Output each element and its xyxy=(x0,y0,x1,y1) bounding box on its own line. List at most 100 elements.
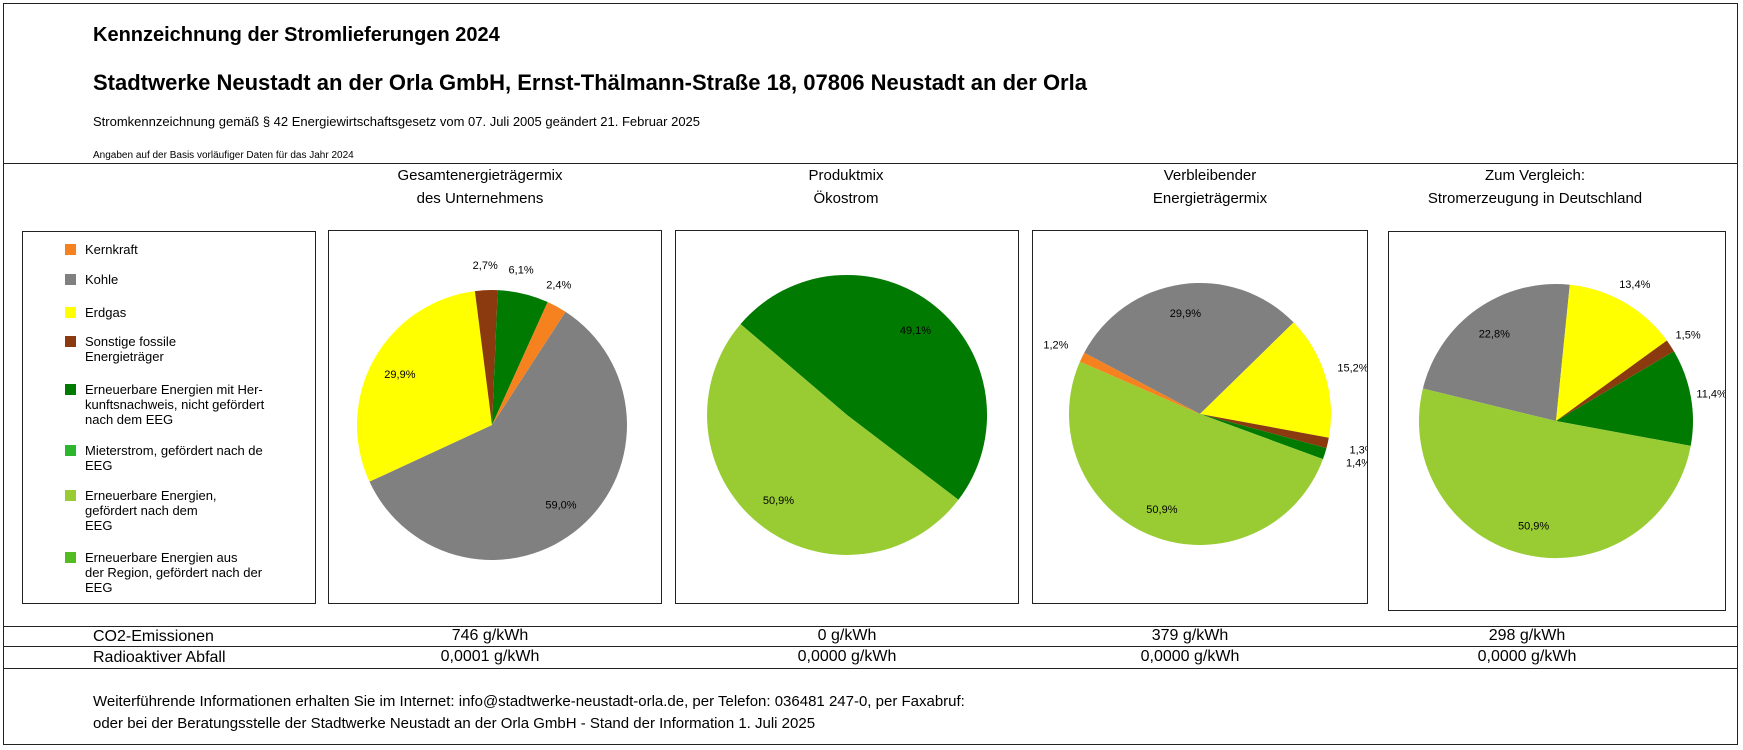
chart-box-product-mix: 49,1% 50,9% xyxy=(675,230,1019,604)
legend-item-erneuerbare-region: Erneuerbare Energien aus der Region, gef… xyxy=(65,550,262,595)
column-title-line2: Energieträgermix xyxy=(1152,190,1268,207)
footer-line2: oder bei der Beratungsstelle der Stadtwe… xyxy=(93,715,816,732)
legend-label-line2: kunftsnachweis, nicht gefördert xyxy=(85,397,265,412)
pie-slice-kohle xyxy=(369,311,627,560)
legend-item-erdgas: Erdgas xyxy=(65,305,127,320)
pie-slice-sonstige-fossile-energieträger xyxy=(1200,414,1329,449)
waste-value-remaining: 0,0000 g/kWh xyxy=(1140,648,1240,665)
law-note: Stromkennzeichnung gemäß § 42 Energiewir… xyxy=(93,114,701,129)
pie-slice-erneuerbare-energien-gefördert-nach-dem-eeg xyxy=(1418,388,1691,559)
row-divider-middle xyxy=(3,646,1738,647)
legend-swatch xyxy=(65,244,76,255)
pie-label-kernkraft: 1,2% xyxy=(1043,340,1068,352)
legend-label: Kernkraft xyxy=(85,242,138,257)
pie-slice-erneuerbare-energien-mit-herkunftsnachweis-nicht-gefördert-nach-dem-eeg xyxy=(740,274,988,500)
column-title-line2: des Unternehmens xyxy=(416,190,544,207)
footer-line1: Weiterführende Informationen erhalten Si… xyxy=(93,693,965,710)
legend-label-line1: Erneuerbare Energien, xyxy=(85,488,217,503)
co2-label: CO2-Emissionen xyxy=(93,628,214,645)
pie-slice-erdgas xyxy=(356,291,492,482)
column-title-line2: Ökostrom xyxy=(813,190,879,207)
pie-chart-remaining-mix: 29,9% 15,2% 1,3% 1,4% 50,9% 1,2% xyxy=(1043,283,1375,545)
pie-slice-kernkraft xyxy=(492,302,566,425)
pie-slice-erneuerbare-energien-gefördert-nach-dem-eeg xyxy=(707,324,959,555)
pie-label-erdgas: 29,9% xyxy=(384,369,415,381)
pie-chart-germany: 22,8% 13,4% 1,5% 11,4% 50,9% xyxy=(1418,279,1727,559)
waste-value-germany: 0,0000 g/kWh xyxy=(1477,648,1577,665)
data-note: Angaben auf der Basis vorläufiger Daten … xyxy=(93,150,354,161)
legend-swatch xyxy=(65,552,76,563)
pie-slice-kohle xyxy=(1084,283,1294,414)
waste-label: Radioaktiver Abfall xyxy=(93,649,226,666)
pie-label-erneuerbare-energien-mit-herkunftsnachweis-nicht-gefördert-nach-dem-eeg: 6,1% xyxy=(509,264,534,276)
column-title-line1: Verbleibender xyxy=(1163,167,1257,184)
pie-label-erneuerbare-energien-mit-herkunftsnachweis-nicht-gefördert-nach-dem-eeg: 11,4% xyxy=(1696,388,1725,400)
pie-label-erdgas: 13,4% xyxy=(1619,279,1650,291)
co2-value-company: 746 g/kWh xyxy=(451,627,529,644)
column-title-line2: Stromerzeugung in Deutschland xyxy=(1427,190,1643,207)
co2-value-product: 0 g/kWh xyxy=(817,627,877,644)
pie-label-erneuerbare-energien-gefördert-nach-dem-eeg: 50,9% xyxy=(763,495,794,507)
pie-slice-kernkraft xyxy=(1079,352,1200,414)
pie-slice-erneuerbare-energien-gefördert-nach-dem-eeg xyxy=(1069,361,1323,545)
co2-value-remaining: 379 g/kWh xyxy=(1151,627,1229,644)
legend-label-line3: EEG xyxy=(85,580,113,595)
legend-swatch xyxy=(65,307,76,318)
pie-label-sonstige-fossile-energieträger: 1,5% xyxy=(1676,329,1701,341)
pie-label-erneuerbare-energien-gefördert-nach-dem-eeg: 50,9% xyxy=(1518,521,1549,533)
row-divider-top xyxy=(3,626,1738,627)
pie-chart-company-mix: 59,0% 29,9% 2,7% 6,1% 2,4% xyxy=(356,260,627,560)
waste-value-company: 0,0001 g/kWh xyxy=(440,648,540,665)
column-title-line1: Zum Vergleich: xyxy=(1484,167,1586,184)
legend-swatch xyxy=(65,336,76,347)
legend-swatch xyxy=(65,384,76,395)
column-title-germany: Zum Vergleich: Stromerzeugung in Deutsch… xyxy=(1390,164,1680,210)
chart-box-company-mix: 59,0% 29,9% 2,7% 6,1% 2,4% xyxy=(328,230,662,604)
pie-slice-erneuerbare-energien-mit-herkunftsnachweis-nicht-gefördert-nach-dem-eeg xyxy=(1200,414,1327,460)
document-title: Kennzeichnung der Stromlieferungen 2024 xyxy=(93,24,500,46)
column-title-product-mix: Produktmix Ökostrom xyxy=(706,164,986,210)
pie-label-erneuerbare-energien-mit-herkunftsnachweis-nicht-gefördert-nach-dem-eeg: 49,1% xyxy=(900,325,931,337)
legend-item-mieterstrom: Mieterstrom, gefördert nach de EEG xyxy=(65,443,263,473)
legend-swatch xyxy=(65,445,76,456)
pie-label-sonstige-fossile-energieträger: 2,7% xyxy=(473,260,498,272)
row-divider-bottom xyxy=(3,668,1738,669)
document-frame xyxy=(3,3,1738,745)
column-title-company-mix: Gesamtenergieträgermix des Unternehmens xyxy=(340,164,620,210)
legend-swatch xyxy=(65,274,76,285)
legend-label-line2: gefördert nach dem xyxy=(85,503,198,518)
legend-label-line1: Erneuerbare Energien mit Her- xyxy=(85,382,263,397)
pie-slice-kohle xyxy=(1422,284,1570,421)
legend-label-line1: Mieterstrom, gefördert nach de xyxy=(85,443,263,458)
legend-swatch xyxy=(65,490,76,501)
legend-label-line1: Sonstige fossile xyxy=(85,334,177,349)
pie-slice-erdgas xyxy=(1200,322,1332,438)
legend-item-sonstige-fossile: Sonstige fossile Energieträger xyxy=(65,334,177,364)
pie-chart-product-mix: 49,1% 50,9% xyxy=(707,274,988,555)
pie-label-erneuerbare-energien-gefördert-nach-dem-eeg: 50,9% xyxy=(1146,504,1177,516)
legend-label: Erdgas xyxy=(85,305,127,320)
legend-item-kohle: Kohle xyxy=(65,272,118,287)
chart-box-germany: 22,8% 13,4% 1,5% 11,4% 50,9% xyxy=(1388,231,1727,611)
chart-box-remaining-mix: 29,9% 15,2% 1,3% 1,4% 50,9% 1,2% xyxy=(1032,230,1375,604)
pie-label-kohle: 22,8% xyxy=(1479,329,1510,341)
legend-label-line2: Energieträger xyxy=(85,349,164,364)
co2-value-germany: 298 g/kWh xyxy=(1488,627,1566,644)
column-title-line1: Produktmix xyxy=(808,167,884,184)
column-title-line1: Gesamtenergieträgermix xyxy=(397,167,563,184)
pie-slice-erdgas xyxy=(1556,284,1667,421)
pie-label-kernkraft: 2,4% xyxy=(546,280,571,292)
legend-label-line1: Erneuerbare Energien aus xyxy=(85,550,238,565)
company-name: Stadtwerke Neustadt an der Orla GmbH, Er… xyxy=(93,70,1087,95)
legend: Kernkraft Kohle Erdgas Sonstige fossile … xyxy=(22,231,316,604)
pie-slice-erneuerbare-energien-mit-herkunftsnachweis-nicht-gefördert-nach-dem-eeg xyxy=(1556,351,1693,446)
legend-label-line3: EEG xyxy=(85,518,113,533)
legend-item-erneuerbare-hkn: Erneuerbare Energien mit Her- kunftsnach… xyxy=(65,382,265,427)
header-divider xyxy=(3,163,1738,164)
legend-item-kernkraft: Kernkraft xyxy=(65,242,138,257)
pie-label-kohle: 29,9% xyxy=(1170,308,1201,320)
pie-slice-sonstige-fossile-energieträger xyxy=(1556,340,1674,421)
legend-label-line3: nach dem EEG xyxy=(85,412,174,427)
legend-label-line2: EEG xyxy=(85,458,113,473)
column-title-remaining-mix: Verbleibender Energieträgermix xyxy=(1070,164,1350,210)
